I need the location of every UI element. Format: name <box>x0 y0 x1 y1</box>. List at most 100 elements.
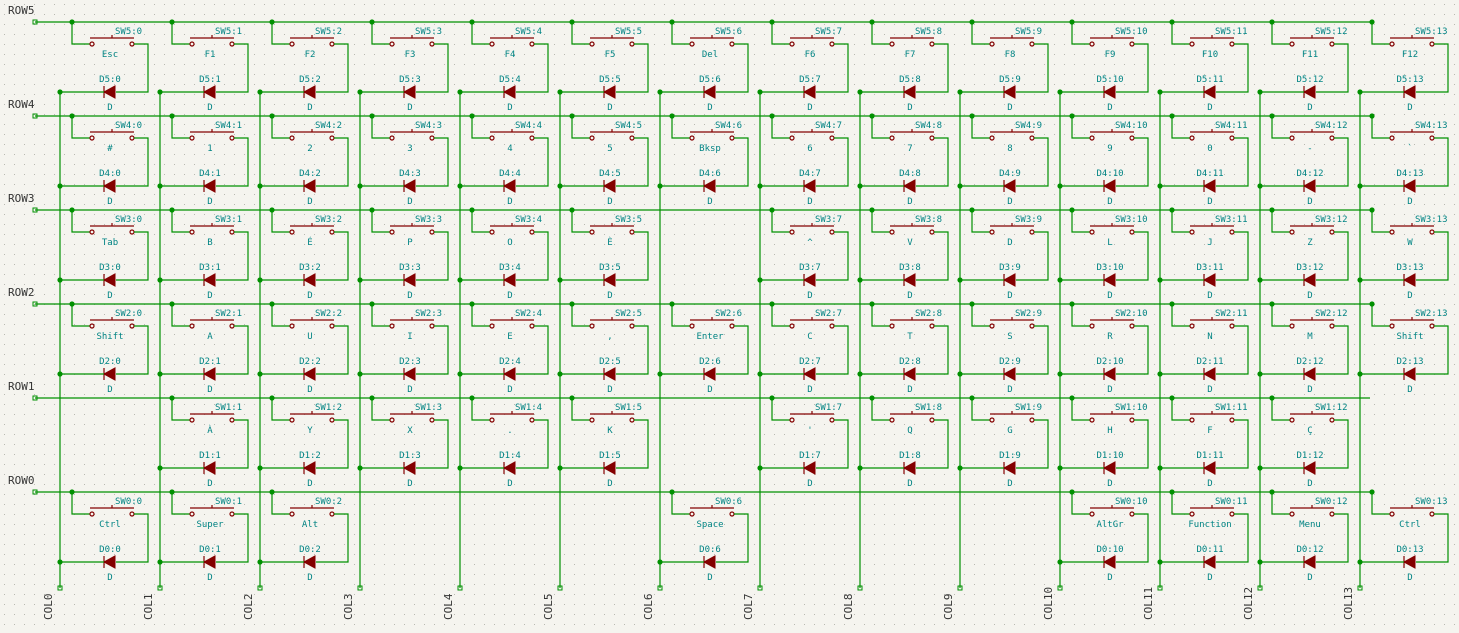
wire <box>1216 513 1249 563</box>
key-label: H <box>1107 426 1112 436</box>
wire <box>871 22 890 45</box>
wire <box>1071 116 1090 139</box>
switch-ref: SW3:4 <box>515 215 542 225</box>
diode-value: D <box>1107 197 1112 207</box>
switch-ref: SW2:0 <box>115 309 142 319</box>
diode-ref: D1:1 <box>199 451 221 461</box>
wire <box>1116 137 1149 187</box>
junction <box>1057 277 1063 283</box>
switch-actuator <box>290 129 334 133</box>
diode-ref: D3:5 <box>599 263 621 273</box>
key-label: F8 <box>1005 50 1016 60</box>
diode-value: D <box>1307 291 1312 301</box>
key-label: F9 <box>1105 50 1116 60</box>
diode-ref: D2:6 <box>699 357 721 367</box>
diode-value: D <box>1207 103 1212 113</box>
junction <box>657 183 663 189</box>
key-label: F4 <box>505 50 516 60</box>
key-label: D <box>1007 238 1012 248</box>
wire <box>1216 325 1249 375</box>
diode <box>602 461 616 475</box>
wire <box>116 513 149 563</box>
key-label: Q <box>907 426 912 436</box>
connector <box>557 585 563 591</box>
switch-ref: SW4:6 <box>715 121 742 131</box>
diode-value: D <box>1407 385 1412 395</box>
diode-ref: D1:4 <box>499 451 521 461</box>
switch-actuator <box>290 317 334 321</box>
key-label: 4 <box>507 144 512 154</box>
key-label: F6 <box>805 50 816 60</box>
junction <box>257 277 263 283</box>
junction <box>657 559 663 565</box>
junction <box>1357 89 1363 95</box>
switch-pin <box>589 229 595 235</box>
diode <box>1302 367 1316 381</box>
diode-value: D <box>907 103 912 113</box>
diode-ref: D2:8 <box>899 357 921 367</box>
switch-actuator <box>790 35 834 39</box>
junction <box>1357 559 1363 565</box>
wire <box>1371 210 1390 233</box>
switch-actuator <box>190 35 234 39</box>
switch-pin <box>1389 511 1395 517</box>
wire <box>1271 398 1290 421</box>
switch-pin <box>1289 41 1295 47</box>
diode-ref: D2:3 <box>399 357 421 367</box>
diode-ref: D1:2 <box>299 451 321 461</box>
switch-pin <box>89 135 95 141</box>
connector <box>32 395 38 401</box>
switch-ref: SW2:11 <box>1215 309 1248 319</box>
switch-pin <box>889 41 895 47</box>
diode-value: D <box>907 291 912 301</box>
switch-actuator <box>490 35 534 39</box>
diode-ref: D1:12 <box>1296 451 1323 461</box>
junction <box>1257 371 1263 377</box>
switch-actuator <box>190 129 234 133</box>
wire <box>1316 513 1349 563</box>
wire <box>216 137 249 187</box>
key-label: È <box>607 236 612 248</box>
wire <box>416 325 449 375</box>
diode-ref: D5:7 <box>799 75 821 85</box>
diode-value: D <box>1207 197 1212 207</box>
diode <box>902 461 916 475</box>
junction <box>657 371 663 377</box>
switch-pin <box>489 41 495 47</box>
connector <box>257 585 263 591</box>
junction <box>857 371 863 377</box>
diode-ref: D1:9 <box>999 451 1021 461</box>
switch-pin <box>289 135 295 141</box>
junction <box>357 183 363 189</box>
diode <box>202 179 216 193</box>
diode <box>1102 273 1116 287</box>
junction <box>1157 465 1163 471</box>
connector <box>32 489 38 495</box>
key-label: 5 <box>607 144 612 154</box>
diode <box>902 85 916 99</box>
diode-ref: D2:4 <box>499 357 521 367</box>
diode-ref: D4:13 <box>1396 169 1423 179</box>
connector <box>1057 585 1063 591</box>
switch-actuator <box>1390 129 1434 133</box>
wire <box>671 22 690 45</box>
switch-actuator <box>190 317 234 321</box>
switch-ref: SW5:9 <box>1015 27 1042 37</box>
diode-ref: D4:6 <box>699 169 721 179</box>
switch-ref: SW4:1 <box>215 121 242 131</box>
wire <box>271 22 290 45</box>
diode-ref: D4:12 <box>1296 169 1323 179</box>
diode-value: D <box>1307 385 1312 395</box>
connector <box>32 207 38 213</box>
diode-ref: D0:12 <box>1296 545 1323 555</box>
diode-value: D <box>307 479 312 489</box>
diode-value: D <box>807 197 812 207</box>
diode-ref: D4:4 <box>499 169 521 179</box>
junction <box>957 371 963 377</box>
switch-ref: SW3:12 <box>1315 215 1348 225</box>
junction <box>557 277 563 283</box>
switch-actuator <box>690 129 734 133</box>
wire <box>916 325 949 375</box>
wire <box>1116 43 1149 93</box>
switch-pin <box>1189 323 1195 329</box>
